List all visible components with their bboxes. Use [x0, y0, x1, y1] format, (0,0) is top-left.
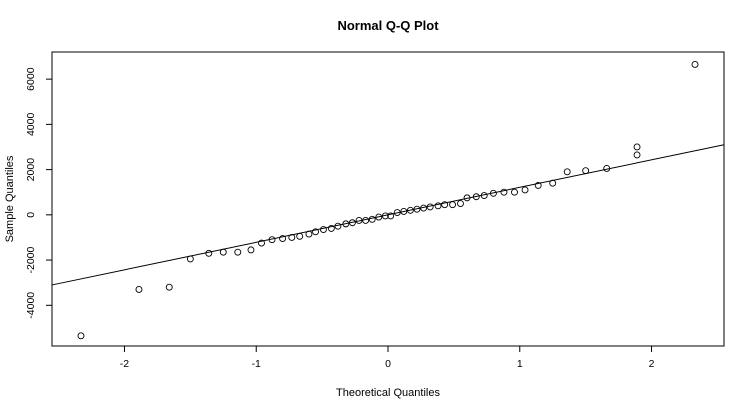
data-point	[472, 193, 480, 201]
data-point	[457, 200, 464, 207]
x-tick-label: 1	[517, 358, 523, 370]
data-point	[582, 167, 590, 175]
data-point	[463, 194, 471, 202]
y-tick-label: -2000	[25, 246, 37, 273]
data-point	[489, 189, 497, 197]
data-point	[362, 217, 370, 224]
data-point	[205, 249, 213, 257]
y-axis: -4000 -2000 0 2000 4000 6000	[25, 67, 52, 319]
data-point	[342, 220, 350, 228]
data-point	[549, 179, 557, 187]
x-tick-label: -1	[252, 358, 261, 370]
y-tick-label: 6000	[25, 67, 37, 91]
data-point	[219, 248, 227, 256]
data-points	[77, 60, 699, 340]
data-point	[319, 226, 327, 233]
data-point	[186, 255, 194, 263]
data-point	[258, 239, 265, 247]
data-point	[77, 332, 85, 340]
data-point	[375, 213, 383, 221]
data-point	[348, 219, 356, 227]
data-point	[500, 188, 508, 196]
data-point	[247, 246, 255, 254]
data-point	[633, 143, 641, 151]
data-point	[449, 201, 457, 209]
y-axis-label: Sample Quantiles	[4, 155, 16, 242]
y-tick-label: -4000	[25, 292, 37, 319]
x-axis: -2 -1 0 1 2	[120, 346, 655, 370]
y-tick-label: 0	[25, 212, 37, 218]
data-point	[305, 230, 313, 238]
plot-frame	[51, 51, 725, 347]
data-point	[393, 209, 401, 217]
data-point	[441, 201, 449, 209]
x-tick-label: 0	[385, 358, 391, 370]
data-point	[387, 212, 395, 220]
x-tick-label: 2	[649, 358, 655, 370]
data-point	[368, 215, 376, 223]
data-point	[400, 207, 408, 215]
x-axis-label: Theoretical Quantiles	[336, 387, 440, 399]
data-point	[165, 283, 173, 291]
data-point	[563, 168, 571, 176]
chart-title: Normal Q-Q Plot	[337, 18, 439, 33]
data-point	[312, 228, 319, 236]
data-point	[296, 232, 304, 240]
data-point	[521, 186, 529, 194]
data-point	[406, 206, 414, 214]
data-point	[135, 286, 143, 293]
y-tick-label: 2000	[25, 158, 37, 182]
data-point	[480, 192, 488, 200]
data-point	[426, 203, 434, 211]
x-tick-label: -2	[120, 358, 129, 370]
data-point	[288, 233, 296, 241]
data-point	[381, 212, 389, 220]
data-point	[413, 205, 421, 213]
y-tick-label: 4000	[25, 113, 37, 137]
data-point	[355, 217, 363, 224]
data-point	[534, 181, 542, 189]
data-point	[434, 202, 442, 210]
data-point	[691, 60, 699, 68]
data-point	[234, 248, 242, 256]
data-point	[327, 224, 335, 232]
data-point	[603, 165, 611, 172]
data-point	[420, 204, 428, 212]
data-point	[511, 188, 518, 196]
data-point	[334, 222, 342, 230]
data-point	[268, 236, 276, 244]
data-point	[633, 151, 641, 159]
data-point	[279, 235, 287, 243]
